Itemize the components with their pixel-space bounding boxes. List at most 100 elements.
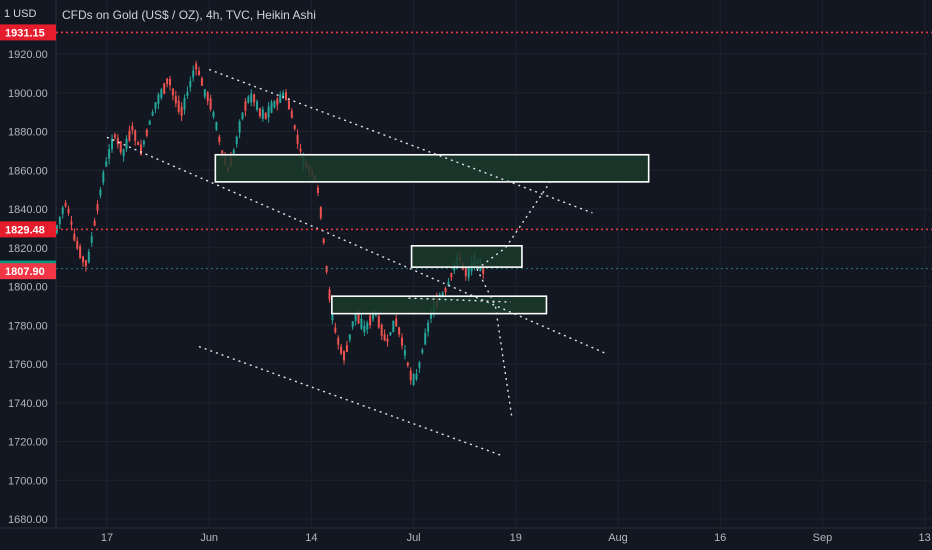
x-tick-label: Jul [407, 532, 421, 544]
candle [180, 102, 183, 122]
y-tick-label: 1900.00 [8, 88, 48, 100]
y-tick-label: 1820.00 [8, 243, 48, 255]
candle [296, 129, 299, 149]
y-tick-label: 1780.00 [8, 320, 48, 332]
candle [395, 314, 398, 327]
candle [415, 369, 418, 382]
candle [386, 334, 389, 347]
candle [200, 76, 203, 86]
candle [64, 200, 67, 208]
x-tick-label: 14 [305, 532, 317, 544]
candle [195, 60, 198, 76]
candle [99, 187, 102, 199]
candle [209, 94, 212, 112]
candle [316, 184, 319, 196]
candle [273, 99, 276, 109]
candles [55, 60, 485, 386]
candle [279, 91, 282, 103]
projection-path-up[interactable] [476, 179, 553, 270]
candle [163, 82, 166, 95]
candle [148, 119, 151, 125]
candle [111, 134, 114, 153]
candle [122, 148, 125, 162]
price-label-bg [0, 221, 56, 238]
candle [406, 361, 409, 368]
candle [105, 157, 108, 168]
trendline[interactable] [106, 136, 609, 355]
candle [198, 66, 201, 76]
candle [244, 98, 247, 117]
candle [322, 237, 325, 245]
price-label[interactable]: 1807.90 [5, 266, 45, 278]
candle [337, 335, 340, 350]
candle [140, 139, 143, 156]
candle [345, 340, 348, 353]
candle [157, 92, 160, 110]
candle [389, 331, 392, 337]
candle [348, 334, 351, 343]
candle [76, 236, 79, 251]
candle [412, 372, 415, 386]
candle [253, 93, 256, 107]
candle [119, 141, 122, 155]
candle [261, 106, 264, 122]
x-tick-label: 16 [714, 532, 726, 544]
x-tick-label: 17 [101, 532, 113, 544]
supply-demand-zone[interactable] [214, 153, 650, 183]
price-label[interactable]: 1931.15 [5, 27, 45, 39]
candle [102, 169, 105, 186]
y-tick-label: 1700.00 [8, 475, 48, 487]
candle [360, 313, 363, 331]
price-label[interactable]: 1829.48 [5, 224, 45, 236]
candle [267, 102, 270, 123]
candle [351, 321, 354, 330]
candle [340, 344, 343, 355]
candle [183, 94, 186, 115]
candle [212, 110, 215, 120]
candle [73, 228, 76, 242]
candle [450, 272, 453, 281]
y-tick-label: 1720.00 [8, 437, 48, 449]
candle [424, 328, 427, 346]
supply-demand-zone[interactable] [410, 245, 523, 268]
currency-label[interactable]: 1 USD [4, 8, 37, 20]
candle [444, 286, 447, 296]
candle [125, 135, 128, 152]
x-tick-label: 13 [918, 532, 930, 544]
candle [206, 90, 209, 106]
candle [61, 205, 64, 219]
candle [427, 319, 430, 337]
candle [383, 329, 386, 342]
y-tick-label: 1840.00 [8, 204, 48, 216]
candle [241, 112, 244, 121]
candle [369, 312, 372, 329]
candle [270, 99, 273, 114]
supply-demand-zone[interactable] [331, 295, 548, 315]
candle [169, 75, 172, 91]
projection-path-down[interactable] [476, 268, 513, 417]
zone-midline [408, 297, 511, 303]
candle [363, 320, 366, 337]
candle [137, 141, 140, 146]
candle [319, 206, 322, 220]
candle [380, 323, 383, 341]
chart-title: CFDs on Gold (US$ / OZ), 4h, TVC, Heikin… [62, 8, 316, 22]
candle [328, 286, 331, 303]
x-tick-label: 19 [510, 532, 522, 544]
candle [203, 89, 206, 99]
candle [142, 139, 145, 148]
candle [128, 125, 131, 143]
candle [108, 144, 111, 165]
candle [70, 216, 73, 231]
candle [93, 218, 96, 227]
x-tick-label: Jun [200, 532, 218, 544]
candle [401, 333, 404, 350]
trendline[interactable] [208, 68, 593, 214]
candle [418, 360, 421, 374]
y-tick-label: 1760.00 [8, 359, 48, 371]
candle [189, 76, 192, 92]
candle [96, 200, 99, 215]
candle [177, 95, 180, 115]
candle [264, 112, 267, 120]
